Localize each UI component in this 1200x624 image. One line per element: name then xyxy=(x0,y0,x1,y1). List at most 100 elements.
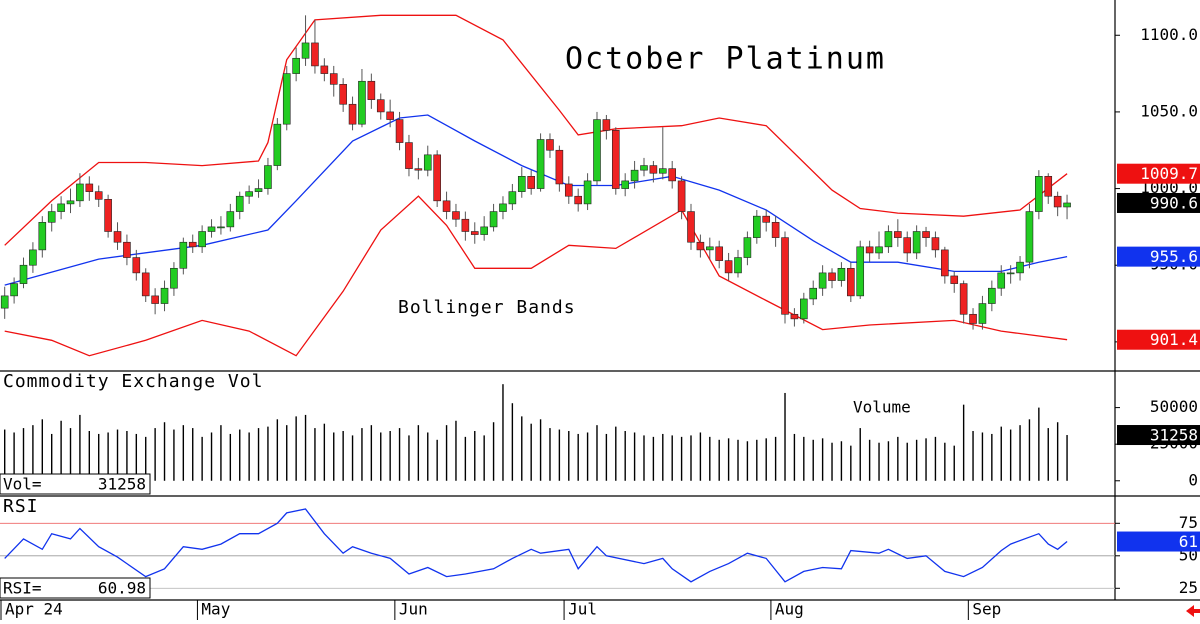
candle-body xyxy=(969,313,977,324)
value-badge xyxy=(1117,329,1200,350)
value-badge xyxy=(1117,163,1200,184)
annotation: Volume xyxy=(853,398,911,417)
candle-body xyxy=(217,226,225,229)
candle-body xyxy=(188,241,197,248)
candle-body xyxy=(988,287,996,304)
candle-body xyxy=(367,80,376,100)
candle-body xyxy=(273,123,282,166)
candle-body xyxy=(687,211,695,243)
readout-value: 60.98 xyxy=(98,579,146,598)
candle-body xyxy=(245,191,253,197)
candle-body xyxy=(207,226,216,232)
badge-label: 955.6 xyxy=(1150,247,1198,266)
value-badge xyxy=(1117,246,1200,267)
candle-body xyxy=(611,130,620,189)
candle-body xyxy=(339,84,347,105)
candle-body xyxy=(76,183,84,202)
candle-body xyxy=(734,257,742,274)
y-tick-label: 1100.0 xyxy=(1140,25,1198,44)
value-badge xyxy=(1117,531,1200,552)
candle-body xyxy=(141,272,150,297)
candle-body xyxy=(264,165,272,189)
candle-body xyxy=(743,237,752,258)
candle-body xyxy=(480,226,488,235)
badge-label: 1009.7 xyxy=(1140,164,1198,183)
candle-body xyxy=(753,215,761,238)
candle-body xyxy=(527,176,535,189)
candle-body xyxy=(997,272,1006,289)
candle-body xyxy=(38,221,47,251)
candle-body xyxy=(226,211,235,228)
x-tick-label: May xyxy=(201,600,230,619)
panel-title: Commodity Exchange Vol xyxy=(3,371,263,392)
badge-label: 31258 xyxy=(1150,426,1198,445)
candle-body xyxy=(706,246,714,251)
candle-body xyxy=(508,191,517,205)
candle-body xyxy=(348,103,357,125)
candle-body xyxy=(395,119,404,143)
candle-body xyxy=(875,246,883,254)
candle-body xyxy=(423,154,432,171)
y-tick-label: 25 xyxy=(1179,578,1198,597)
candle-body xyxy=(179,241,188,269)
candle-body xyxy=(931,237,940,251)
band-line xyxy=(4,14,1068,246)
candle-body xyxy=(696,241,705,251)
chart-title: October Platinum xyxy=(565,42,886,77)
candle-body xyxy=(311,42,319,67)
candle-body xyxy=(0,295,9,309)
candle-body xyxy=(771,221,780,238)
candle-body xyxy=(658,168,667,174)
badge-label: 990.6 xyxy=(1150,193,1198,212)
candle-body xyxy=(292,57,300,74)
candle-body xyxy=(57,203,65,212)
y-tick-label: 50000 xyxy=(1150,397,1198,416)
candle-body xyxy=(113,231,122,243)
x-tick-label: Apr 24 xyxy=(5,600,63,619)
candle-body xyxy=(912,231,921,254)
candle-body xyxy=(320,65,329,74)
x-tick-label: Jun xyxy=(399,600,428,619)
candle-body xyxy=(517,176,526,192)
candle-body xyxy=(950,275,959,284)
candle-body xyxy=(630,169,639,182)
candle-body xyxy=(104,198,112,232)
candle-body xyxy=(329,73,338,85)
candle-body xyxy=(132,257,141,274)
candle-body xyxy=(198,231,206,248)
candle-body xyxy=(47,211,56,223)
rsi-line xyxy=(4,508,1068,583)
annotation: Bollinger Bands xyxy=(398,297,576,318)
candle-body xyxy=(668,168,676,182)
candle-body xyxy=(536,139,545,189)
x-tick-label: Jul xyxy=(568,600,597,619)
candle-body xyxy=(894,231,902,238)
candle-body xyxy=(29,249,37,266)
candle-body xyxy=(235,195,244,212)
candle-body xyxy=(414,168,423,171)
candle-body xyxy=(358,80,366,125)
readout-label: Vol= xyxy=(3,475,42,494)
candle-body xyxy=(376,99,385,113)
candle-body xyxy=(433,154,441,202)
y-tick-label: 1050.0 xyxy=(1140,101,1198,120)
scroll-arrow[interactable] xyxy=(1186,605,1200,617)
x-tick-label: Aug xyxy=(775,600,804,619)
candle-body xyxy=(123,241,131,258)
candle-body xyxy=(1016,261,1024,274)
x-tick-label: Sep xyxy=(972,600,1001,619)
badge-label: 61 xyxy=(1179,532,1198,551)
candle-body xyxy=(66,200,75,205)
candle-body xyxy=(790,313,799,320)
candle-body xyxy=(1053,195,1062,208)
candle-body xyxy=(884,231,893,248)
candle-body xyxy=(640,165,648,171)
candle-body xyxy=(94,191,103,200)
value-badge xyxy=(1117,425,1200,446)
candle-body xyxy=(715,246,724,261)
candle-body xyxy=(978,303,987,324)
candle-body xyxy=(649,165,658,174)
candle-body xyxy=(499,203,507,212)
value-badge xyxy=(1117,192,1200,213)
